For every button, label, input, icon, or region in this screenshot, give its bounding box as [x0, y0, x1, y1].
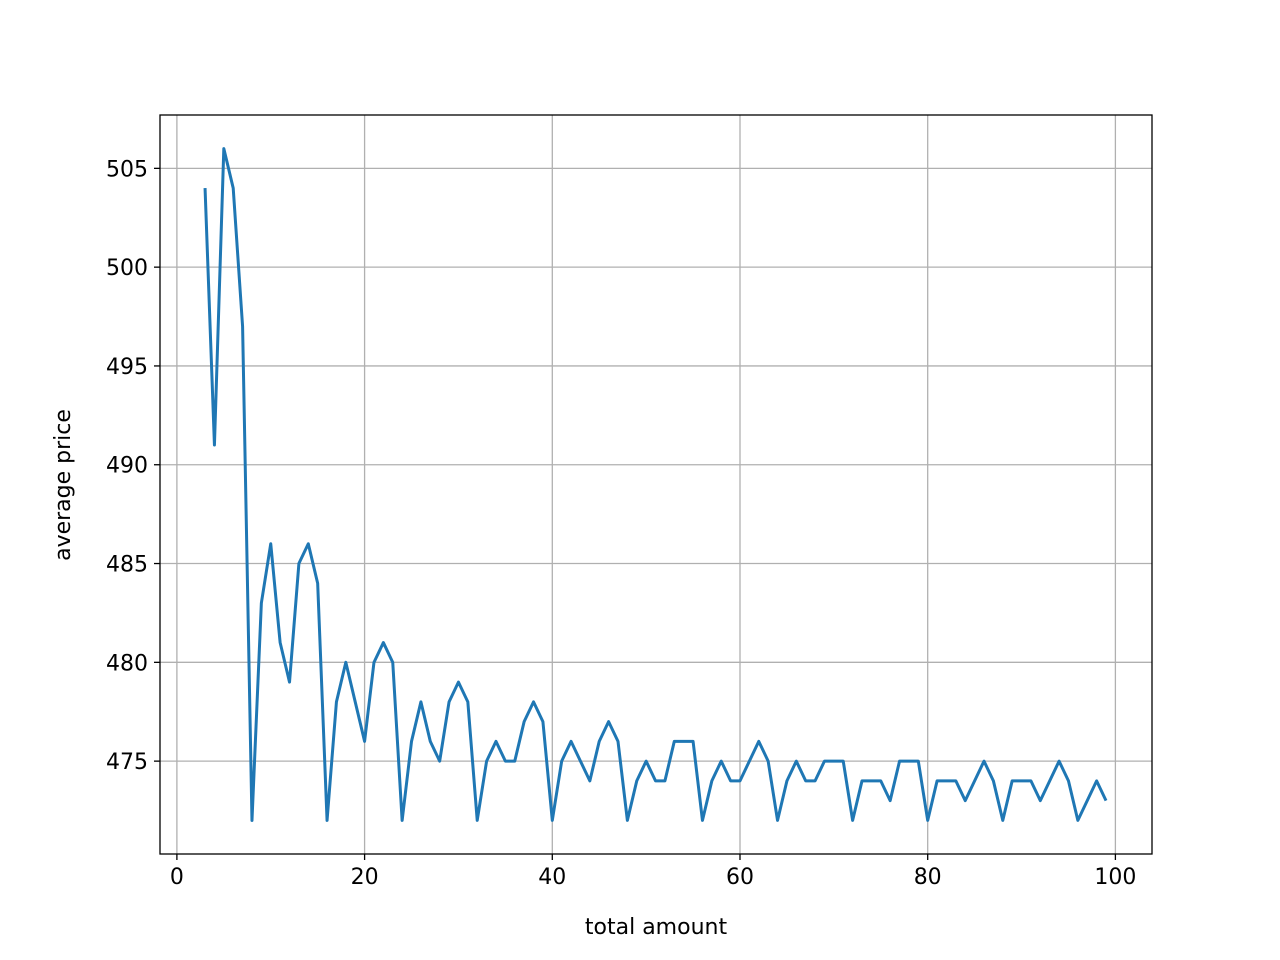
y-axis-label: average price: [51, 409, 76, 561]
y-tick-label: 490: [106, 454, 148, 479]
y-tick-label: 495: [106, 355, 148, 380]
x-tick-label: 80: [914, 865, 942, 890]
x-tick-label: 100: [1094, 865, 1136, 890]
y-tick-label: 475: [106, 750, 148, 775]
x-tick-label: 60: [726, 865, 754, 890]
y-tick-label: 485: [106, 553, 148, 578]
y-tick-label: 480: [106, 651, 148, 676]
x-tick-label: 20: [351, 865, 379, 890]
y-tick-label: 505: [106, 157, 148, 182]
y-tick-label: 500: [106, 256, 148, 281]
data-line: [203, 147, 1108, 822]
x-axis-label: total amount: [585, 915, 728, 940]
plot-frame: [159, 114, 1153, 855]
x-tick-label: 40: [538, 865, 566, 890]
x-tick-label: 0: [170, 865, 184, 890]
